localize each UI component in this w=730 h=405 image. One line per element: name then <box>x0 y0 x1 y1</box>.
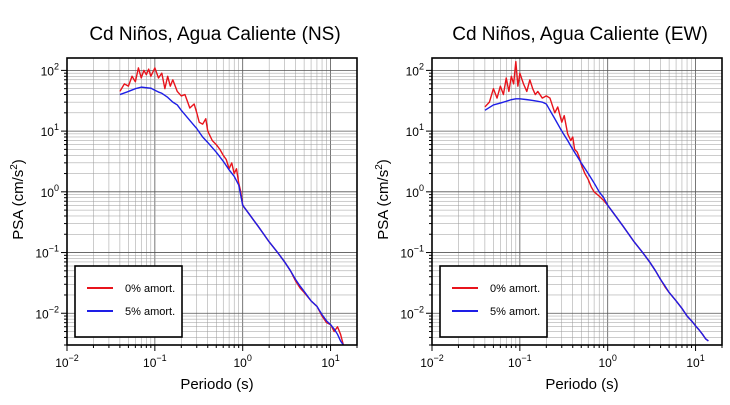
x-tick-exp: −1 <box>156 353 166 363</box>
y-tick-label: 10−1 <box>35 244 59 261</box>
y-tick-label: 10−2 <box>400 304 424 321</box>
y-tick-exp: 1 <box>54 122 59 132</box>
y-tick-exp: −2 <box>414 304 424 314</box>
y-tick-exp: 2 <box>54 61 59 71</box>
x-tick-exp: 0 <box>247 353 252 363</box>
y-tick-exp: 0 <box>419 183 424 193</box>
y-tick-base: 10 <box>406 186 420 200</box>
y-axis-label-close: ) <box>10 159 27 164</box>
series-group <box>119 67 345 345</box>
x-tick-base: 10 <box>321 356 335 370</box>
x-tick-label: 10−2 <box>55 353 79 370</box>
y-tick-label: 10−2 <box>35 304 59 321</box>
y-tick-base: 10 <box>400 247 414 261</box>
y-tick-base: 10 <box>35 247 49 261</box>
x-axis-label: Periodo (s) <box>180 376 253 393</box>
x-tick-label: 10−2 <box>420 353 444 370</box>
y-tick-label: 101 <box>406 122 424 139</box>
legend: 0% amort. 5% amort. <box>74 265 183 338</box>
y-tick-base: 10 <box>35 307 49 321</box>
x-tick-label: 101 <box>686 353 704 370</box>
y-axis-label-close: ) <box>375 159 392 164</box>
y-tick-label: 100 <box>41 183 59 200</box>
x-tick-label: 101 <box>321 353 339 370</box>
y-tick-base: 10 <box>41 186 55 200</box>
x-tick-label: 10−1 <box>508 353 532 370</box>
y-axis-label: PSA (cm/s2) <box>9 159 27 240</box>
y-tick-label: 102 <box>41 61 59 78</box>
legend-label-1: 5% amort. <box>490 306 540 318</box>
y-tick-label: 100 <box>406 183 424 200</box>
legend-box <box>439 265 548 338</box>
y-axis-label-base: PSA (cm/s <box>10 170 27 240</box>
y-axis-label-exp: 2 <box>374 164 385 170</box>
tick-marks <box>61 69 358 351</box>
y-tick-exp: −1 <box>414 244 424 254</box>
y-tick-base: 10 <box>406 64 420 78</box>
chart-title: Cd Niños, Agua Caliente (NS) <box>89 24 340 45</box>
x-tick-exp: 1 <box>700 353 705 363</box>
x-tick-exp: −1 <box>521 353 531 363</box>
y-tick-base: 10 <box>41 125 55 139</box>
y-tick-label: 102 <box>406 61 424 78</box>
legend-label-0: 0% amort. <box>125 283 175 295</box>
x-tick-exp: 0 <box>612 353 617 363</box>
series-line-0 <box>119 67 345 345</box>
x-tick-base: 10 <box>686 356 700 370</box>
y-tick-exp: 2 <box>419 61 424 71</box>
x-tick-label: 100 <box>234 353 252 370</box>
x-tick-exp: 1 <box>335 353 340 363</box>
x-tick-base: 10 <box>55 356 69 370</box>
y-tick-exp: 1 <box>419 122 424 132</box>
y-tick-label: 101 <box>41 122 59 139</box>
legend-box <box>74 265 183 338</box>
y-axis-label: PSA (cm/s2) <box>374 159 392 240</box>
y-axis-label-exp: 2 <box>9 164 20 170</box>
legend-label-1: 5% amort. <box>125 306 175 318</box>
y-tick-label: 10−1 <box>400 244 424 261</box>
x-tick-base: 10 <box>508 356 522 370</box>
series-line-1 <box>484 98 709 342</box>
x-tick-label: 10−1 <box>143 353 167 370</box>
x-tick-base: 10 <box>420 356 434 370</box>
y-tick-base: 10 <box>400 307 414 321</box>
chart-title: Cd Niños, Agua Caliente (EW) <box>452 24 708 45</box>
y-tick-base: 10 <box>41 64 55 78</box>
x-tick-exp: −2 <box>69 353 79 363</box>
x-tick-base: 10 <box>143 356 157 370</box>
y-tick-exp: −2 <box>49 304 59 314</box>
x-tick-exp: −2 <box>434 353 444 363</box>
x-tick-base: 10 <box>234 356 248 370</box>
series-group <box>484 60 709 342</box>
x-axis-label: Periodo (s) <box>545 376 618 393</box>
legend-label-0: 0% amort. <box>490 283 540 295</box>
x-tick-label: 100 <box>599 353 617 370</box>
y-tick-base: 10 <box>406 125 420 139</box>
y-axis-label-base: PSA (cm/s <box>375 170 392 240</box>
tick-marks <box>426 69 723 351</box>
y-tick-exp: 0 <box>54 183 59 193</box>
y-tick-exp: −1 <box>49 244 59 254</box>
legend: 0% amort. 5% amort. <box>439 265 548 338</box>
series-line-1 <box>119 86 344 345</box>
x-tick-base: 10 <box>599 356 613 370</box>
